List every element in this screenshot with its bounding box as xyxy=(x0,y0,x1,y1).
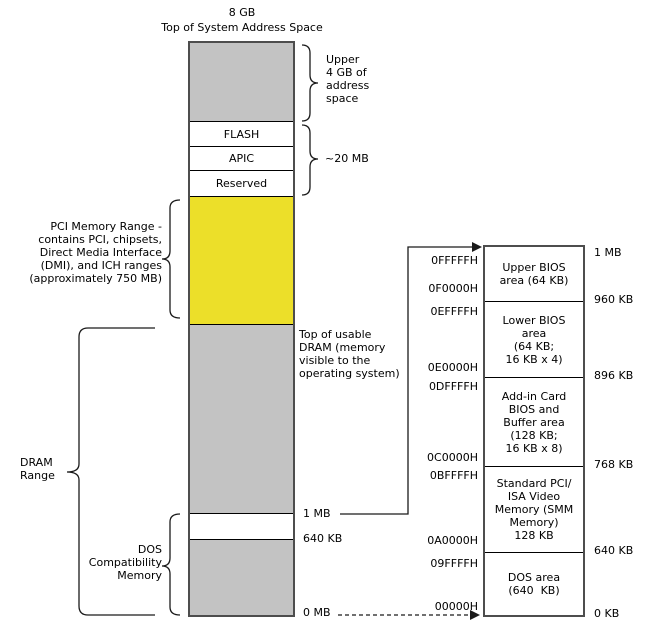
brace-pci-range xyxy=(161,199,181,319)
segment-usable-dram xyxy=(190,324,293,513)
address-0bffffh: 0BFFFFH xyxy=(429,469,478,482)
segment-flash: FLASH xyxy=(190,121,293,146)
segment-apic-label: APIC xyxy=(228,152,255,165)
low-memory-detail-box: Upper BIOS area (64 KB) Lower BIOS area … xyxy=(483,245,585,617)
segment-dos-memory xyxy=(190,539,293,615)
marker-0mb: 0 MB xyxy=(303,606,331,619)
address-0c0000h: 0C0000H xyxy=(427,451,478,464)
system-address-space-bar: FLASH APIC Reserved xyxy=(188,41,295,617)
address-0fffffh: 0FFFFFH xyxy=(431,254,478,267)
segment-pci-memory-range xyxy=(190,196,293,324)
brace-20mb xyxy=(301,124,319,196)
segment-upper-4gb xyxy=(190,43,293,121)
diagram-title-caption: Top of System Address Space xyxy=(161,21,323,34)
upper-4gb-label: Upper 4 GB of address space xyxy=(326,53,370,105)
segment-reserved-label: Reserved xyxy=(215,177,268,190)
segment-reserved: Reserved xyxy=(190,170,293,196)
dram-range-label: DRAM Range xyxy=(20,456,55,482)
segment-apic: APIC xyxy=(190,146,293,170)
segment-flash-label: FLASH xyxy=(223,127,260,141)
address-0effffh: 0EFFFFH xyxy=(430,305,478,318)
size-label-960kb: 960 KB xyxy=(594,293,634,306)
size-label-896kb: 896 KB xyxy=(594,369,634,382)
top-of-usable-dram-label: Top of usable DRAM (memory visible to th… xyxy=(299,328,400,380)
address-00000h: 00000H xyxy=(434,600,478,613)
twenty-mb-label: ~20 MB xyxy=(325,152,369,165)
size-label-768kb: 768 KB xyxy=(594,458,634,471)
pci-memory-range-label: PCI Memory Range - contains PCI, chipset… xyxy=(29,220,162,285)
detail-pci-isa-video-memory: Standard PCI/ ISA Video Memory (SMM Memo… xyxy=(485,466,583,552)
address-0a0000h: 0A0000H xyxy=(427,534,478,547)
address-0f0000h: 0F0000H xyxy=(428,282,478,295)
address-09ffffh: 09FFFFH xyxy=(430,557,478,570)
dos-compatibility-memory-label: DOS Compatibility Memory xyxy=(88,543,162,582)
segment-640kb-1mb-gap xyxy=(190,513,293,539)
brace-dos-compat xyxy=(161,513,181,616)
marker-1mb: 1 MB xyxy=(303,507,331,520)
diagram-title-size: 8 GB xyxy=(228,6,256,19)
address-0e0000h: 0E0000H xyxy=(427,361,478,374)
detail-lower-bios-area: Lower BIOS area (64 KB; 16 KB x 4) xyxy=(485,301,583,377)
detail-upper-bios-area: Upper BIOS area (64 KB) xyxy=(499,261,569,287)
detail-dos-area: DOS area (640 KB) xyxy=(485,552,583,615)
detail-addin-card-bios-area: Add-in Card BIOS and Buffer area (128 KB… xyxy=(485,377,583,466)
address-0dffffh: 0DFFFFH xyxy=(428,380,478,393)
marker-640kb: 640 KB xyxy=(303,532,343,545)
size-label-0kb: 0 KB xyxy=(594,607,620,620)
brace-upper-4gb xyxy=(301,44,319,122)
arrowhead-1mb xyxy=(472,242,482,252)
size-label-640kb: 640 KB xyxy=(594,544,634,557)
size-label-1mb: 1 MB xyxy=(594,246,622,259)
